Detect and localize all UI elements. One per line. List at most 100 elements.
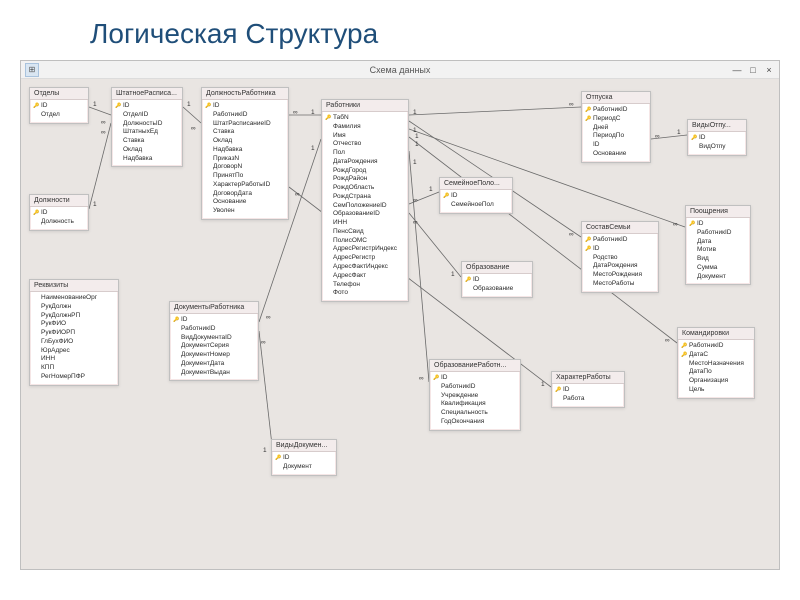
field: РождОбласть xyxy=(325,184,405,193)
field: 🔑ID xyxy=(585,245,655,254)
key-icon: 🔑 xyxy=(205,103,211,110)
table-vidydoc[interactable]: ВидыДокумен...🔑IDДокумент xyxy=(271,439,337,476)
field: АдресФактИндекс xyxy=(325,263,405,272)
field-name: Уволен xyxy=(213,207,235,216)
table-komand[interactable]: Командировки🔑РаботникID🔑ДатаСМестоНазнач… xyxy=(677,327,755,399)
field-name: РаботникID xyxy=(697,229,731,238)
field-name: РождРайон xyxy=(333,175,367,184)
table-vidyotp[interactable]: ВидыОтпу...🔑IDВидОтпу xyxy=(687,119,747,156)
field: Оклад xyxy=(115,146,179,155)
close-button[interactable]: × xyxy=(761,63,777,77)
field: АдресРегистрИндекс xyxy=(325,245,405,254)
cardinality-label: ∞ xyxy=(419,375,424,382)
field-name: ДокументСерия xyxy=(181,342,229,351)
table-obraz[interactable]: Образование🔑IDОбразование xyxy=(461,261,533,298)
field-name: ДатаПо xyxy=(689,368,712,377)
field-name: РаботникID xyxy=(593,106,627,115)
field-name: Вид xyxy=(697,255,709,264)
field: Оклад xyxy=(205,137,285,146)
field-name: РождОбласть xyxy=(333,184,374,193)
field-name: РаботникID xyxy=(593,236,627,245)
field: РукДолжн xyxy=(33,303,115,312)
cardinality-label: 1 xyxy=(541,381,545,388)
field: РукФИО xyxy=(33,320,115,329)
table-shtat[interactable]: ШтатноеРасписа...🔑IDОтделIDДолжностьIDШт… xyxy=(111,87,183,167)
field: Вид xyxy=(689,255,747,264)
cardinality-label: 1 xyxy=(311,145,315,152)
field-name: Сумма xyxy=(697,264,717,273)
field-name: ДатаРождения xyxy=(333,158,377,167)
table-pooshr[interactable]: Поощрения🔑IDРаботникIDДатаМотивВидСуммаД… xyxy=(685,205,751,285)
field: Дней xyxy=(585,124,647,133)
schema-canvas[interactable]: Отделы🔑IDОтдел Должности🔑IDДолжность Рекви… xyxy=(21,79,779,569)
table-rekvizity[interactable]: РеквизитыНаименованиеОргРукДолжнРукДолжн… xyxy=(29,279,119,386)
table-obrazrab[interactable]: ОбразованиеРаботн...🔑IDРаботникIDУчрежде… xyxy=(429,359,521,431)
cardinality-label: 1 xyxy=(311,109,315,116)
window-title: Схема данных xyxy=(370,65,431,75)
field-name: РаботникID xyxy=(689,342,723,351)
field-name: Квалификация xyxy=(441,400,486,409)
cardinality-label: ∞ xyxy=(665,337,670,344)
field-name: КПП xyxy=(41,364,54,373)
key-icon: 🔑 xyxy=(585,246,591,253)
table-docrab[interactable]: ДокументыРаботника🔑IDРаботникIDВидДокуме… xyxy=(169,301,259,381)
table-sostav[interactable]: СоставСемьи🔑РаботникID🔑IDРодствоДатаРожд… xyxy=(581,221,659,293)
field-name: ДатаРождения xyxy=(593,262,637,271)
slide-title: Логическая Структура xyxy=(0,0,800,60)
table-sempol[interactable]: СемейноеПоло...🔑IDСемейноеПол xyxy=(439,177,513,214)
minimize-button[interactable]: — xyxy=(729,63,745,77)
field-name: Учреждение xyxy=(441,392,478,401)
key-icon: 🔑 xyxy=(275,455,281,462)
field-name: Имя xyxy=(333,132,346,141)
field: РукФИОРП xyxy=(33,329,115,338)
field-name: ПринятПо xyxy=(213,172,243,181)
field: Учреждение xyxy=(433,392,517,401)
field: Отчество xyxy=(325,140,405,149)
field: Сумма xyxy=(689,264,747,273)
field-name: ДокументДата xyxy=(181,360,224,369)
cardinality-label: 1 xyxy=(93,101,97,108)
field-name: ДолжностьID xyxy=(123,120,162,129)
field: ДатаПо xyxy=(681,368,751,377)
field-name: Дней xyxy=(593,124,608,133)
table-title: ШтатноеРасписа... xyxy=(112,88,182,100)
cardinality-label: 1 xyxy=(413,159,417,166)
field-name: РождСтрана xyxy=(333,193,371,202)
table-kharrab[interactable]: ХарактерРаботы🔑IDРабота xyxy=(551,371,625,408)
field: АдресФакт xyxy=(325,272,405,281)
table-title: Отпуска xyxy=(582,92,650,104)
table-title: ОбразованиеРаботн... xyxy=(430,360,520,372)
table-rabotniki[interactable]: Работники🔑ТабNФамилияИмяОтчествоПолДатаР… xyxy=(321,99,409,302)
cardinality-label: ∞ xyxy=(673,221,678,228)
table-otdely[interactable]: Отделы🔑IDОтдел xyxy=(29,87,89,124)
field-name: СемейноеПол xyxy=(451,201,494,210)
table-title: ВидыОтпу... xyxy=(688,120,746,132)
cardinality-label: 1 xyxy=(677,129,681,136)
field-name: ID xyxy=(283,454,290,463)
field: МестоНазначения xyxy=(681,360,751,369)
table-dolzhnosti[interactable]: Должности🔑IDДолжность xyxy=(29,194,89,231)
field: РаботникID xyxy=(173,325,255,334)
table-dolzhrab[interactable]: ДолжностьРаботника🔑IDРаботникIDШтатРаспи… xyxy=(201,87,289,220)
field: Телефон xyxy=(325,281,405,290)
field-name: ID xyxy=(697,220,704,229)
field: Должность xyxy=(33,218,85,227)
maximize-button[interactable]: □ xyxy=(745,63,761,77)
table-body: 🔑IDРаботникIDУчреждениеКвалификацияСпеци… xyxy=(430,372,520,430)
key-icon: 🔑 xyxy=(433,375,439,382)
cardinality-label: ∞ xyxy=(191,125,196,132)
field: ДокументСерия xyxy=(173,342,255,351)
field-name: РаботникID xyxy=(181,325,215,334)
field-name: ГлБухФИО xyxy=(41,338,73,347)
table-title: СемейноеПоло... xyxy=(440,178,512,190)
field: МестоРождения xyxy=(585,271,655,280)
cardinality-label: 1 xyxy=(415,141,419,148)
field: ПериодПо xyxy=(585,132,647,141)
field: ID xyxy=(585,141,647,150)
table-otpuska[interactable]: Отпуска🔑РаботникID🔑ПериодСДнейПериодПоID… xyxy=(581,91,651,163)
field-name: РукДолжн xyxy=(41,303,71,312)
field-name: ID xyxy=(213,102,220,111)
field-name: РукДолжнРП xyxy=(41,312,80,321)
field-name: ID xyxy=(593,141,600,150)
field: Работа xyxy=(555,395,621,404)
